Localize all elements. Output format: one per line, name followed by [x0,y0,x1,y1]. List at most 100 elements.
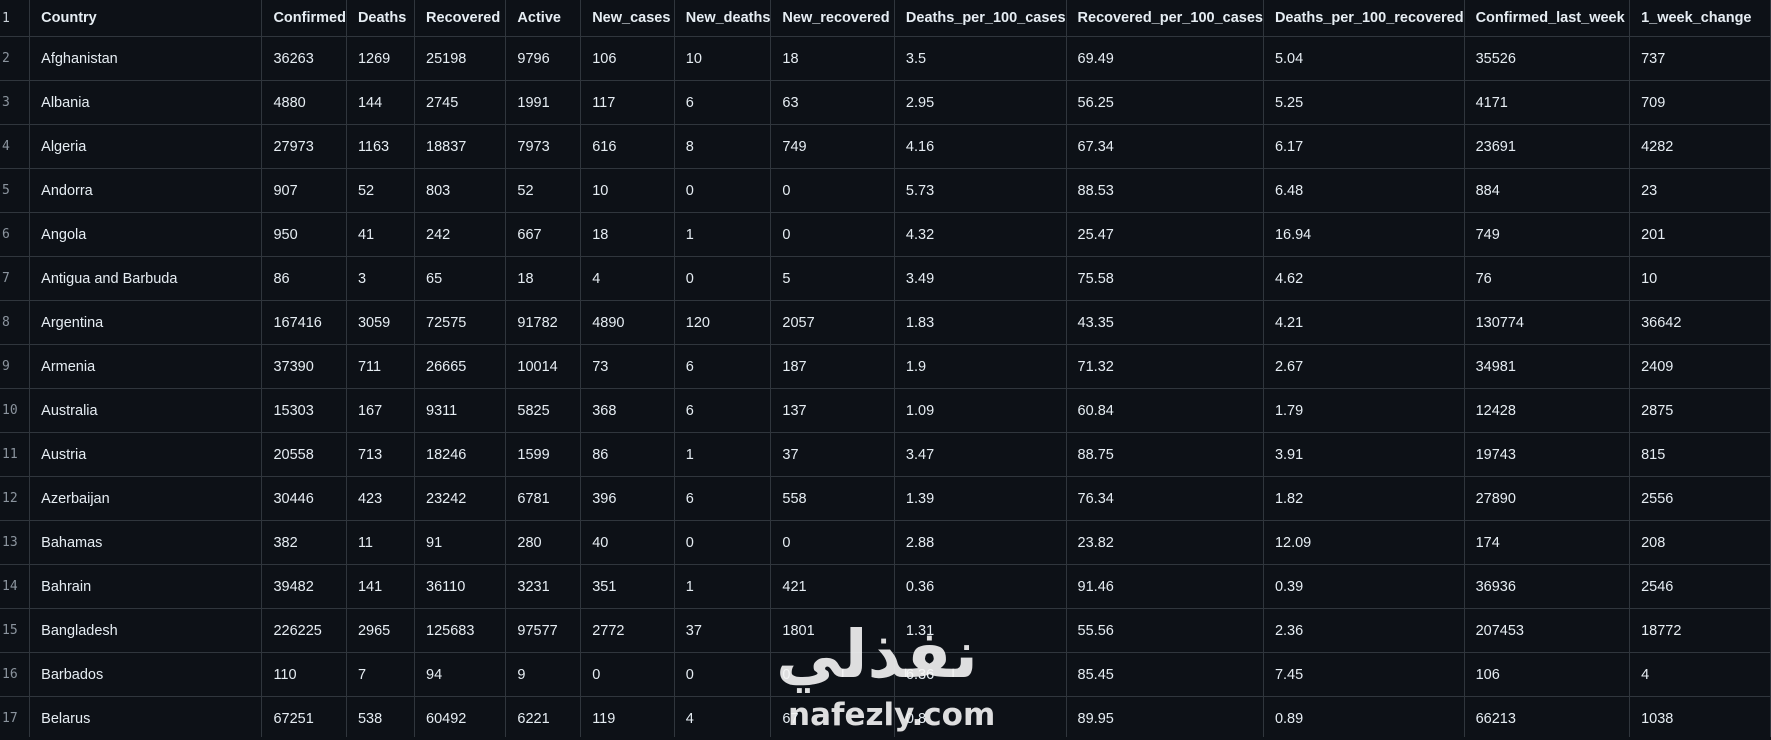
table-cell[interactable]: 120 [674,300,772,345]
table-cell[interactable]: 711 [346,344,416,389]
table-cell[interactable]: 6.36 [894,652,1067,697]
table-cell[interactable]: Andorra [29,168,263,213]
table-cell[interactable]: 23691 [1464,124,1631,169]
table-cell[interactable]: 3.47 [894,432,1067,477]
table-cell[interactable]: 36936 [1464,564,1631,609]
table-cell[interactable]: 4 [1629,652,1771,697]
table-cell[interactable]: Angola [29,212,263,257]
column-header[interactable]: Confirmed_last_week [1464,0,1631,37]
table-cell[interactable]: 91 [414,520,507,565]
table-cell[interactable]: 396 [580,476,675,521]
table-cell[interactable]: 69.49 [1066,36,1264,81]
table-cell[interactable]: 749 [1464,212,1631,257]
table-cell[interactable]: 27890 [1464,476,1631,521]
table-cell[interactable]: 34981 [1464,344,1631,389]
table-cell[interactable]: 67251 [261,696,347,737]
table-cell[interactable]: 421 [770,564,895,609]
row-number[interactable]: 12 [0,476,31,521]
table-cell[interactable]: 71.32 [1066,344,1264,389]
table-cell[interactable]: 2409 [1629,344,1771,389]
table-cell[interactable]: 76.34 [1066,476,1264,521]
table-cell[interactable]: 18246 [414,432,507,477]
table-cell[interactable]: Barbados [29,652,263,697]
table-cell[interactable]: 4890 [580,300,675,345]
table-cell[interactable]: 73 [580,344,675,389]
table-cell[interactable]: 7 [346,652,416,697]
table-cell[interactable]: 3.91 [1263,432,1465,477]
table-cell[interactable]: 2.95 [894,80,1067,125]
row-number[interactable]: 11 [0,432,31,477]
table-cell[interactable]: 16.94 [1263,212,1465,257]
table-cell[interactable]: 3.5 [894,36,1067,81]
table-cell[interactable]: 7.45 [1263,652,1465,697]
table-cell[interactable]: 110 [261,652,347,697]
table-cell[interactable]: 20558 [261,432,347,477]
table-cell[interactable]: 6 [674,388,772,433]
table-cell[interactable]: Australia [29,388,263,433]
table-cell[interactable]: 106 [1464,652,1631,697]
table-cell[interactable]: Afghanistan [29,36,263,81]
column-header[interactable]: Country [29,0,263,37]
table-cell[interactable]: 67 [770,696,895,737]
row-number[interactable]: 14 [0,564,31,609]
table-cell[interactable]: 65 [414,256,507,301]
table-cell[interactable]: 119 [580,696,675,737]
table-cell[interactable]: 5.25 [1263,80,1465,125]
table-cell[interactable]: 3059 [346,300,416,345]
table-cell[interactable]: 201 [1629,212,1771,257]
table-cell[interactable]: 55.56 [1066,608,1264,653]
table-cell[interactable]: 0 [770,652,895,697]
table-cell[interactable]: 10 [580,168,675,213]
table-cell[interactable]: 351 [580,564,675,609]
table-cell[interactable]: 91782 [505,300,582,345]
table-cell[interactable]: 6.17 [1263,124,1465,169]
column-header[interactable]: New_deaths [674,0,772,37]
table-cell[interactable]: 0 [770,168,895,213]
table-cell[interactable]: 19743 [1464,432,1631,477]
table-cell[interactable]: 709 [1629,80,1771,125]
table-cell[interactable]: 43.35 [1066,300,1264,345]
table-cell[interactable]: 37390 [261,344,347,389]
column-header[interactable]: Deaths_per_100_cases [894,0,1067,37]
table-cell[interactable]: 1038 [1629,696,1771,737]
table-cell[interactable]: 226225 [261,608,347,653]
table-cell[interactable]: 2745 [414,80,507,125]
table-cell[interactable]: 18837 [414,124,507,169]
table-cell[interactable]: 130774 [1464,300,1631,345]
table-cell[interactable]: 11 [346,520,416,565]
table-cell[interactable]: 1.83 [894,300,1067,345]
table-cell[interactable]: 1 [674,564,772,609]
table-cell[interactable]: 1801 [770,608,895,653]
row-number[interactable]: 16 [0,652,31,697]
table-cell[interactable]: 106 [580,36,675,81]
table-cell[interactable]: 36263 [261,36,347,81]
row-number[interactable]: 6 [0,212,31,257]
table-cell[interactable]: 37 [674,608,772,653]
table-cell[interactable]: 5.73 [894,168,1067,213]
table-cell[interactable]: 144 [346,80,416,125]
column-header[interactable]: New_cases [580,0,675,37]
row-number[interactable]: 5 [0,168,31,213]
table-cell[interactable]: 1.09 [894,388,1067,433]
row-number[interactable]: 7 [0,256,31,301]
table-cell[interactable]: 749 [770,124,895,169]
table-cell[interactable]: 1163 [346,124,416,169]
table-cell[interactable]: 558 [770,476,895,521]
row-number[interactable]: 17 [0,696,31,737]
table-cell[interactable]: 40 [580,520,675,565]
row-number[interactable]: 10 [0,388,31,433]
table-cell[interactable]: 0.39 [1263,564,1465,609]
table-cell[interactable]: 9 [505,652,582,697]
table-cell[interactable]: 737 [1629,36,1771,81]
table-cell[interactable]: 23.82 [1066,520,1264,565]
table-cell[interactable]: 18 [770,36,895,81]
table-cell[interactable]: 1.39 [894,476,1067,521]
table-cell[interactable]: 9796 [505,36,582,81]
table-cell[interactable]: 26665 [414,344,507,389]
table-cell[interactable]: 86 [580,432,675,477]
table-cell[interactable]: 0.89 [1263,696,1465,737]
table-cell[interactable]: 5.04 [1263,36,1465,81]
table-cell[interactable]: 3.49 [894,256,1067,301]
table-cell[interactable]: 884 [1464,168,1631,213]
column-header[interactable]: Active [505,0,582,37]
